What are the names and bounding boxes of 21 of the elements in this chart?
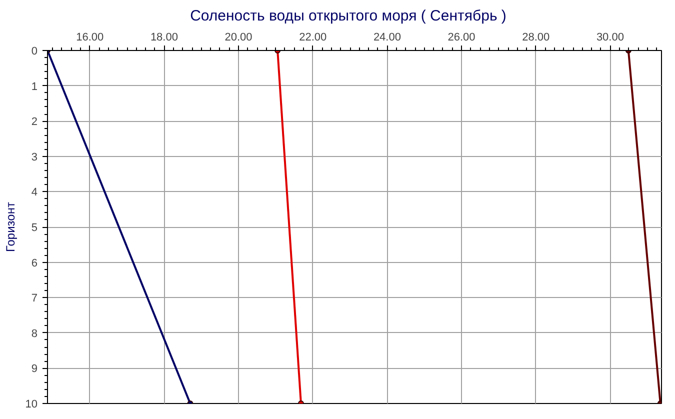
- y-axis-title: Горизонт: [3, 202, 18, 252]
- x-tick-label: 28.00: [522, 32, 550, 44]
- y-tick-label: 5: [31, 222, 38, 234]
- y-tick-label: 10: [25, 398, 38, 410]
- x-tick-label: 24.00: [373, 32, 401, 44]
- y-tick-label: 7: [31, 292, 38, 305]
- y-tick-label: 2: [31, 116, 38, 128]
- x-tick-label: 30.00: [596, 32, 624, 44]
- chart-title: Соленость воды открытого моря ( Сентябрь ): [190, 8, 506, 24]
- x-tick-label: 16.00: [76, 32, 104, 44]
- y-tick-label: 1: [31, 80, 38, 93]
- y-tick-label: 9: [31, 363, 38, 376]
- y-tick-label: 0: [31, 46, 38, 58]
- y-tick-label: 8: [31, 328, 38, 340]
- x-tick-label: 20.00: [224, 32, 252, 44]
- x-tick-label: 26.00: [448, 32, 476, 44]
- x-tick-label: 22.00: [299, 32, 327, 44]
- x-tick-label: 18.00: [150, 32, 178, 44]
- y-tick-label: 3: [31, 151, 38, 164]
- y-tick-label: 6: [31, 257, 38, 270]
- y-tick-label: 4: [31, 186, 38, 199]
